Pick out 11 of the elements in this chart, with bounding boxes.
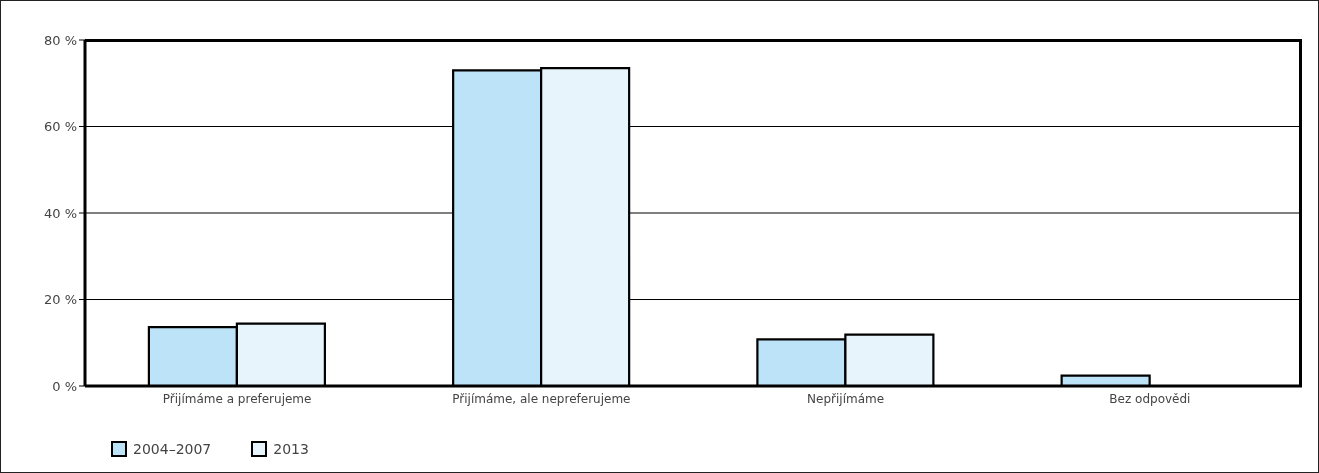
x-tick-label: Bez odpovědi (1109, 391, 1191, 406)
legend-label: 2004–2007 (133, 441, 212, 457)
y-tick-label: 20 % (43, 292, 77, 308)
x-tick-label: Přijímáme a preferujeme (162, 391, 312, 406)
x-tick-label: Nepřijímáme (807, 391, 885, 406)
y-tick-label: 40 % (43, 205, 77, 221)
y-tick-label: 80 % (43, 32, 77, 48)
y-tick-label: 0 % (52, 378, 77, 394)
y-tick-label: 60 % (43, 119, 77, 135)
legend-label: 2013 (273, 441, 309, 457)
x-tick-label: Přijímáme, ale nepreferujeme (452, 391, 631, 406)
